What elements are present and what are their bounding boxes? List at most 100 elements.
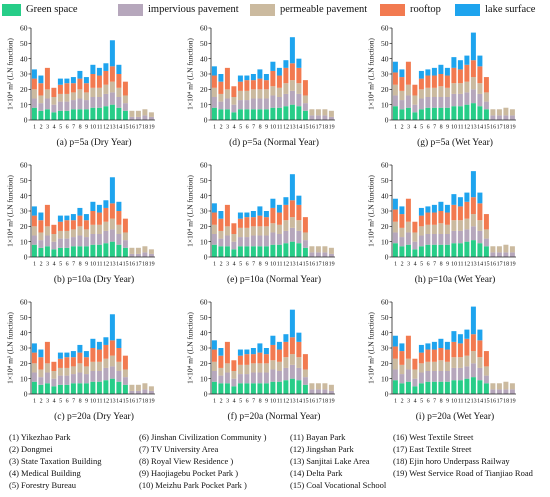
y-tick-label: 30 <box>200 344 208 353</box>
bar-e-13-permeable-pavement <box>289 217 295 228</box>
bar-e-7-green-space <box>250 246 256 257</box>
x-tick-label: 2 <box>220 125 223 131</box>
y-tick-label: 20 <box>200 359 208 368</box>
bar-i-6-lake-surface <box>425 343 431 350</box>
bar-b-11-permeable-pavement <box>96 224 102 234</box>
bar-g-3-green-space <box>405 107 411 120</box>
bar-d-2-green-space <box>218 109 224 120</box>
y-tick-label: 20 <box>381 222 389 231</box>
bar-b-1-impervious-pavement <box>31 235 37 245</box>
bar-c-13-lake-surface <box>109 314 115 341</box>
bar-h-19-permeable-pavement <box>509 246 515 253</box>
bar-i-13-lake-surface <box>470 306 476 335</box>
x-tick-label: 11 <box>277 262 283 268</box>
x-tick-label: 6 <box>66 262 69 268</box>
bar-e-5-impervious-pavement <box>237 237 243 247</box>
x-tick-label: 13 <box>110 262 116 268</box>
bar-b-15-green-space <box>122 247 128 257</box>
bar-d-5-lake-surface <box>237 75 243 82</box>
x-tick-label: 18 <box>503 262 509 268</box>
x-tick-label: 6 <box>427 262 430 268</box>
site-item: (17) East Textile Street <box>393 444 472 454</box>
x-tick-label: 9 <box>446 125 449 131</box>
bar-a-11-permeable-pavement <box>96 87 102 97</box>
bar-i-16-permeable-pavement <box>490 383 496 390</box>
bar-b-6-lake-surface <box>64 215 70 221</box>
bar-b-12-impervious-pavement <box>103 230 109 244</box>
bar-a-1-rooftop <box>31 78 37 90</box>
site-item: (2) Dongmei <box>9 444 53 454</box>
bar-i-13-impervious-pavement <box>470 363 476 378</box>
x-tick-label: 3 <box>226 399 229 405</box>
bar-b-7-rooftop <box>70 220 76 230</box>
bar-b-5-lake-surface <box>57 215 63 222</box>
bar-g-5-permeable-pavement <box>418 89 424 99</box>
bar-c-7-green-space <box>70 383 76 394</box>
y-tick-label: 30 <box>381 70 389 79</box>
x-tick-label: 10 <box>270 262 276 268</box>
bar-i-14-lake-surface <box>477 329 483 341</box>
bar-e-7-rooftop <box>250 217 256 227</box>
bar-i-1-lake-surface <box>392 335 398 347</box>
x-tick-label: 9 <box>446 262 449 268</box>
legend-label: impervious pavement <box>148 4 239 15</box>
bar-c-10-impervious-pavement <box>90 371 96 382</box>
bar-g-1-rooftop <box>392 72 398 85</box>
bar-g-4-permeable-pavement <box>412 95 418 105</box>
bar-d-16-permeable-pavement <box>309 109 315 116</box>
bar-f-11-rooftop <box>276 349 282 362</box>
bar-i-5-lake-surface <box>418 344 424 353</box>
legend-swatch-impervious-pavement <box>118 3 143 16</box>
x-tick-label: 12 <box>103 262 109 268</box>
bar-a-12-green-space <box>103 106 109 120</box>
bar-e-6-permeable-pavement <box>244 227 250 238</box>
bar-b-15-rooftop <box>122 218 128 233</box>
bar-a-8-lake-surface <box>77 70 83 79</box>
bar-b-2-impervious-pavement <box>38 240 44 248</box>
y-tick-label: 30 <box>200 70 208 79</box>
bar-b-7-permeable-pavement <box>70 229 76 238</box>
bar-g-11-permeable-pavement <box>457 83 463 94</box>
bar-c-13-rooftop <box>109 340 115 356</box>
bar-c-2-permeable-pavement <box>38 369 44 378</box>
bar-d-9-rooftop <box>263 80 269 90</box>
bar-f-5-lake-surface <box>237 349 243 356</box>
bar-h-3-permeable-pavement <box>405 221 411 233</box>
y-tick-label: 40 <box>20 328 28 337</box>
bar-g-13-green-space <box>470 103 476 120</box>
bar-c-5-green-space <box>57 384 63 394</box>
x-tick-label: 6 <box>246 399 249 405</box>
bar-h-14-lake-surface <box>477 192 483 204</box>
bar-g-11-rooftop <box>457 69 463 84</box>
bar-i-14-green-space <box>477 380 483 394</box>
bar-f-2-lake-surface <box>218 348 224 356</box>
bar-i-6-rooftop <box>425 349 431 362</box>
bar-g-5-impervious-pavement <box>418 98 424 110</box>
bar-h-14-permeable-pavement <box>477 220 483 231</box>
bar-b-4-impervious-pavement <box>51 241 57 250</box>
legend-label: Green space <box>26 4 78 15</box>
bar-c-6-rooftop <box>64 357 70 368</box>
bar-a-12-lake-surface <box>103 63 109 71</box>
bar-e-1-green-space <box>211 244 217 257</box>
bar-h-11-lake-surface <box>457 197 463 207</box>
bar-i-4-impervious-pavement <box>412 378 418 387</box>
bar-c-8-rooftop <box>77 352 83 364</box>
bar-d-1-lake-surface <box>211 66 217 76</box>
y-tick-label: 60 <box>20 161 28 170</box>
bar-a-6-rooftop <box>64 83 70 94</box>
bar-d-10-impervious-pavement <box>270 95 276 108</box>
bar-a-11-lake-surface <box>96 67 102 76</box>
bar-d-19-impervious-pavement <box>328 116 334 120</box>
x-tick-label: 18 <box>322 262 328 268</box>
bar-h-10-permeable-pavement <box>451 220 457 231</box>
bar-g-10-rooftop <box>451 67 457 84</box>
bar-f-5-permeable-pavement <box>237 364 243 375</box>
bar-a-9-lake-surface <box>83 77 89 84</box>
bar-g-2-lake-surface <box>399 69 405 78</box>
x-tick-label: 4 <box>233 125 236 131</box>
bar-g-14-permeable-pavement <box>477 83 483 94</box>
x-tick-label: 9 <box>265 399 268 405</box>
bar-e-13-green-space <box>289 241 295 257</box>
